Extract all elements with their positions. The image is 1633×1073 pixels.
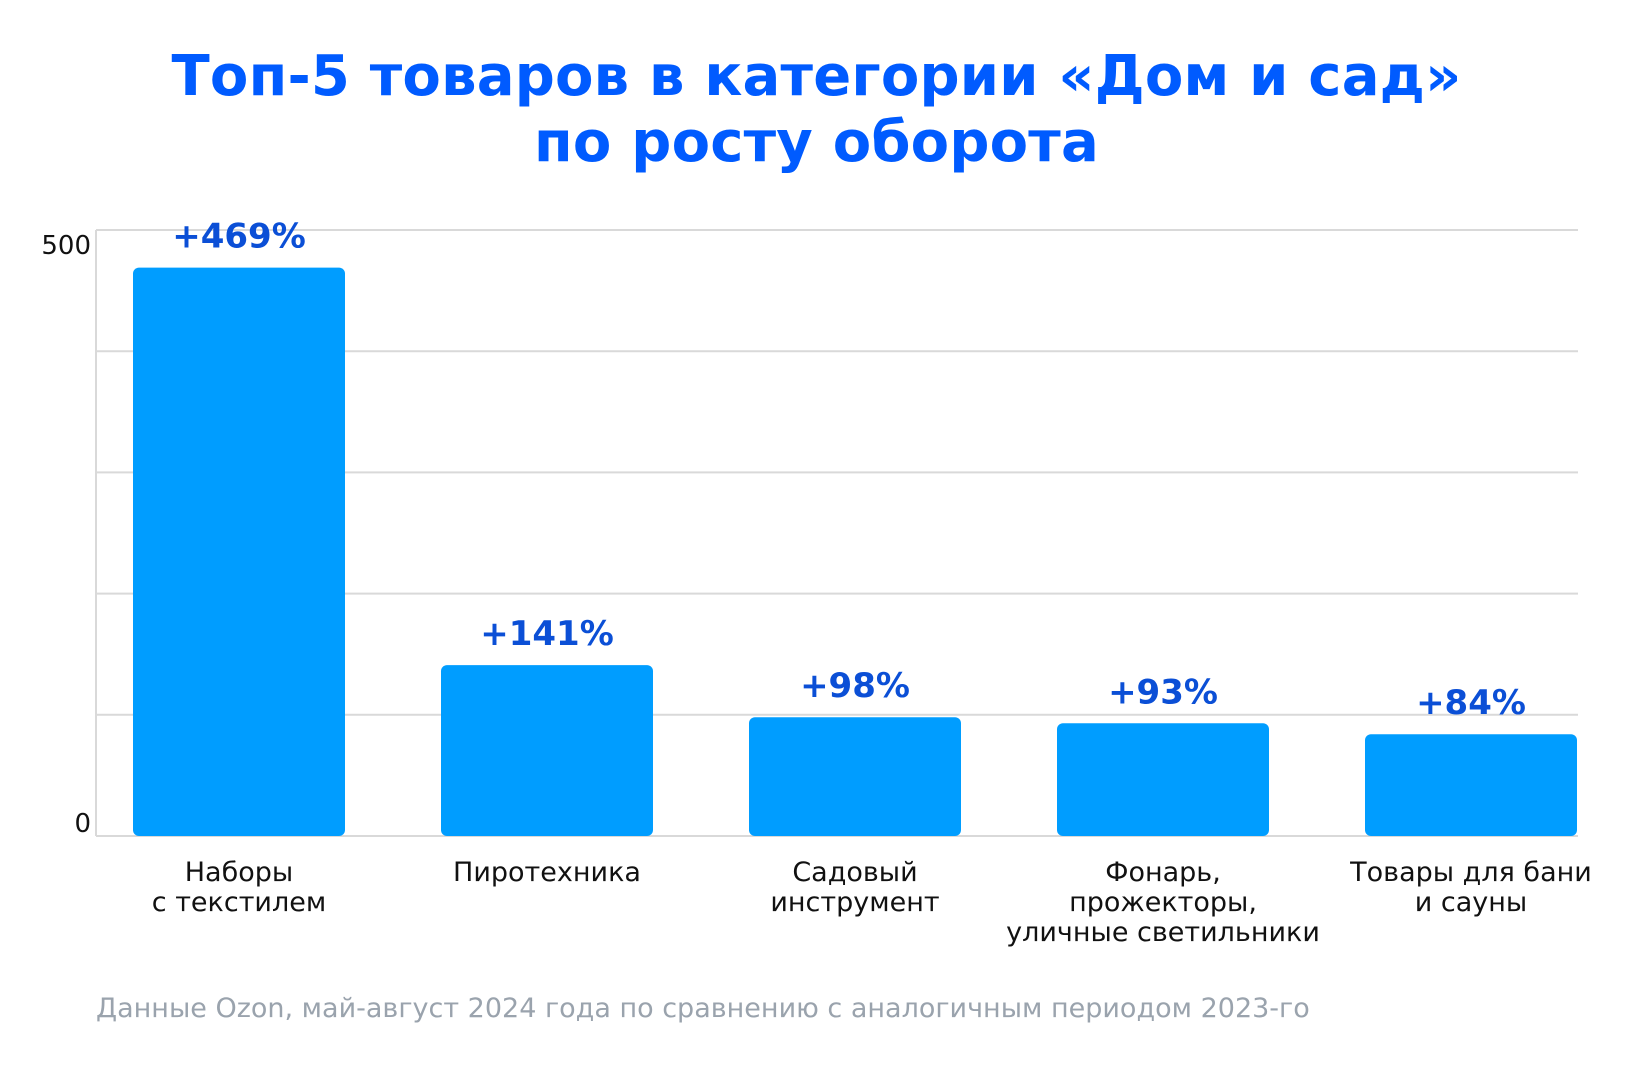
data-label: +141% [480, 614, 614, 654]
chart-title: Топ-5 товаров в категории «Дом и сад» по… [0, 44, 1633, 176]
bar [1365, 734, 1577, 836]
bar [441, 665, 653, 836]
chart-title-line-2: по росту оборота [534, 110, 1099, 175]
data-label: +469% [172, 217, 306, 257]
x-tick-label: Садовый [792, 857, 917, 888]
chart-title-line-1: Топ-5 товаров в категории «Дом и сад» [171, 44, 1462, 109]
x-tick-label: Фонарь, [1105, 857, 1221, 888]
y-tick-label: 0 [74, 809, 91, 839]
data-label: +84% [1416, 683, 1526, 723]
bar [1057, 723, 1269, 836]
x-tick-label: и сауны [1415, 887, 1527, 918]
x-tick-label: уличные светильники [1006, 917, 1320, 948]
data-label: +98% [800, 666, 910, 706]
x-tick-label: Наборы [185, 857, 293, 888]
x-tick-label: Товары для бани [1349, 857, 1592, 888]
x-tick-label: с текстилем [152, 887, 326, 918]
source-note: Данные Ozon, май-август 2024 года по сра… [96, 993, 1310, 1024]
x-tick-label: инструмент [770, 887, 939, 918]
y-tick-label: 500 [41, 231, 91, 261]
bar [749, 717, 961, 836]
bar [133, 267, 345, 836]
data-label: +93% [1108, 672, 1218, 712]
x-tick-label: Пиротехника [453, 857, 641, 888]
x-tick-label: прожекторы, [1069, 887, 1257, 918]
